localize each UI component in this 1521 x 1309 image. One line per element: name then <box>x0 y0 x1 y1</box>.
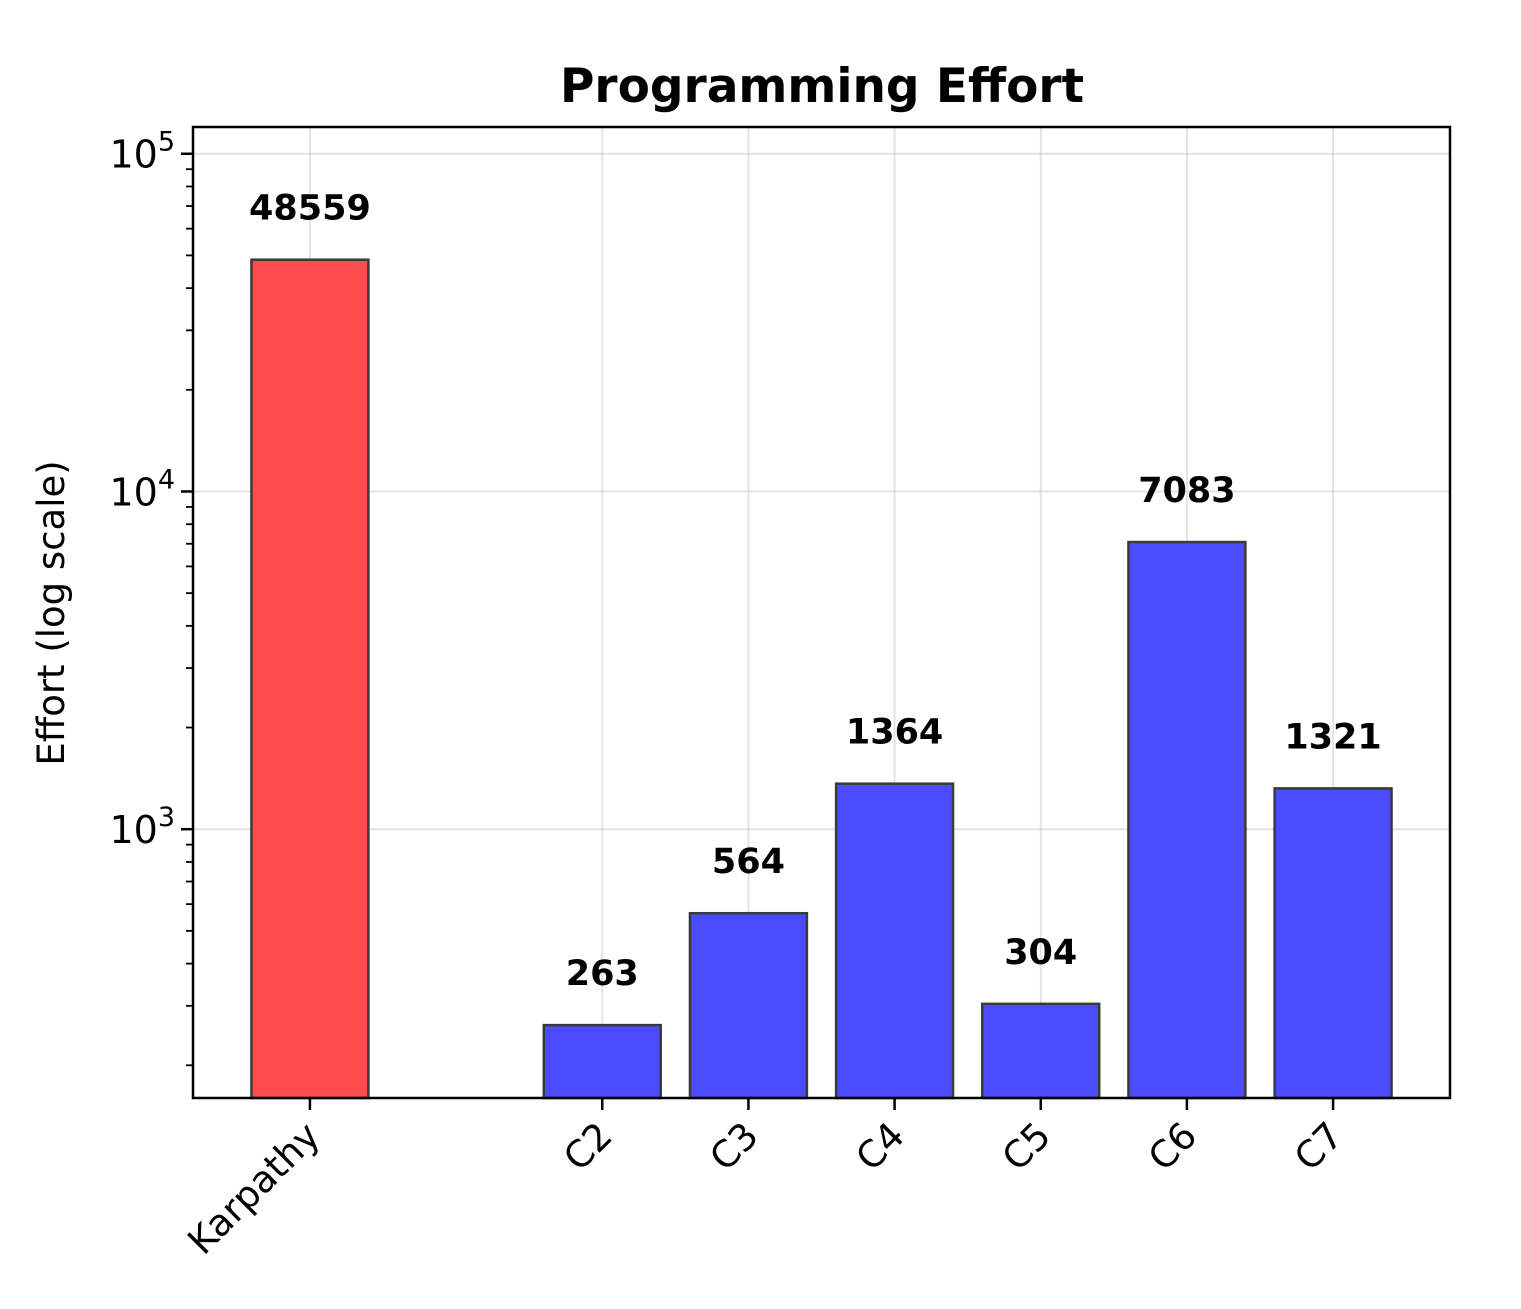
x-axis-ticks: Karpathy C2 C3 C4 C5 C6 C7 <box>179 1098 1351 1263</box>
x-tick-label-c4: C4 <box>848 1114 913 1179</box>
bar-c4 <box>834 782 955 1100</box>
x-tick-label-c5: C5 <box>994 1114 1059 1179</box>
x-tick-label-c2: C2 <box>555 1114 620 1179</box>
bars <box>250 258 1393 1100</box>
chart-title: Programming Effort <box>560 59 1084 114</box>
y-axis-ticks: 103 104 105 <box>109 127 193 1067</box>
data-label-c3: 564 <box>712 842 785 882</box>
data-label-c7: 1321 <box>1284 717 1381 757</box>
data-label-c5: 304 <box>1004 933 1077 973</box>
x-tick-label-c3: C3 <box>701 1114 766 1179</box>
data-label-c4: 1364 <box>846 713 943 753</box>
bar-c5 <box>981 1002 1101 1100</box>
y-tick-label: 104 <box>109 464 175 514</box>
y-tick-label: 103 <box>109 802 175 852</box>
data-label-c6: 7083 <box>1138 471 1235 511</box>
x-tick-label-c7: C7 <box>1286 1114 1351 1179</box>
bar-c7 <box>1273 787 1393 1100</box>
bar-c3 <box>688 911 809 1100</box>
bar-karpathy <box>250 258 370 1100</box>
bar-c2 <box>542 1023 662 1100</box>
data-label-karpathy: 48559 <box>249 189 371 229</box>
x-tick-label-karpathy: Karpathy <box>179 1114 328 1263</box>
grid-lines <box>193 127 1450 1098</box>
data-labels: 48559 263 564 1364 304 7083 1321 <box>249 189 1382 994</box>
y-tick-label: 105 <box>109 127 175 177</box>
plot-area-frame <box>191 125 1452 1100</box>
y-axis-label: Effort (log scale) <box>30 460 73 765</box>
data-label-c2: 263 <box>566 954 639 994</box>
x-tick-label-c6: C6 <box>1140 1114 1205 1179</box>
bar-c6 <box>1127 540 1247 1100</box>
